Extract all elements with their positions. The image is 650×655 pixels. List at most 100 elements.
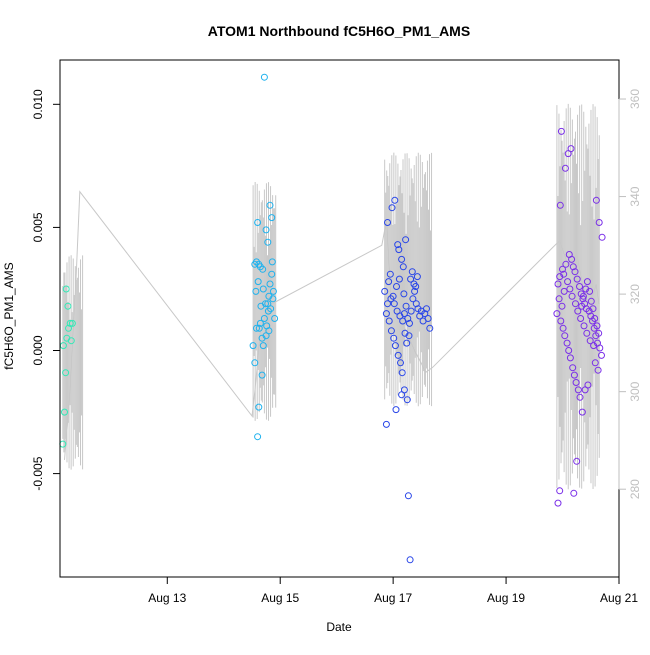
data-point: [382, 310, 390, 318]
data-point: [385, 317, 393, 325]
data-point: [252, 287, 260, 295]
data-point: [591, 315, 599, 322]
data-point: [61, 408, 68, 416]
data-point: [573, 457, 581, 465]
data-point: [271, 315, 279, 322]
data-point: [397, 359, 404, 367]
data-point: [423, 305, 430, 313]
data-point: [259, 265, 267, 273]
y2-tick-label: 340: [628, 186, 642, 206]
data-point: [586, 287, 594, 295]
data-point: [412, 283, 420, 290]
data-point: [574, 386, 582, 394]
x-tick-label: Aug 19: [487, 591, 525, 605]
data-point: [398, 255, 406, 263]
data-point: [579, 295, 587, 303]
data-point: [400, 386, 408, 394]
y-axis: -0.005 0.000 0.005 0.010: [31, 89, 61, 491]
data-point: [382, 420, 390, 428]
data-point: [586, 337, 594, 345]
data-point: [598, 351, 605, 359]
data-point: [268, 270, 276, 278]
data-point: [394, 241, 402, 249]
data-point: [577, 315, 585, 322]
chart-title: ATOM1 Northbound fC5H6O_PM1_AMS: [208, 23, 470, 39]
data-point: [386, 270, 394, 278]
data-point: [568, 292, 576, 300]
data-point: [556, 201, 564, 209]
data-point: [259, 342, 267, 350]
data-point: [266, 201, 274, 209]
data-point: [62, 369, 70, 377]
data-point: [421, 310, 429, 318]
data-point: [394, 351, 402, 359]
data-point: [259, 285, 267, 293]
data-point: [557, 317, 565, 325]
x-axis: Aug 13 Aug 15 Aug 17 Aug 19 Aug 21: [148, 576, 638, 605]
data-point: [554, 280, 562, 288]
data-point: [407, 307, 415, 315]
data-point: [385, 278, 393, 286]
data-point: [574, 307, 582, 315]
y-axis-label: fC5H6O_PM1_AMS: [2, 262, 16, 369]
data-point: [256, 319, 264, 327]
data-point: [253, 258, 260, 266]
data-point: [572, 379, 580, 386]
data-point: [260, 315, 268, 322]
data-point: [395, 275, 403, 283]
data-point: [393, 283, 400, 290]
data-point: [258, 334, 266, 342]
data-point: [391, 196, 399, 204]
data-point: [595, 329, 603, 337]
data-point: [596, 344, 604, 352]
data-point: [403, 396, 411, 404]
data-point: [411, 287, 419, 295]
data-point: [402, 236, 410, 244]
data-point: [253, 324, 260, 332]
data-point: [268, 258, 276, 266]
data-point: [67, 337, 75, 345]
data-point: [66, 319, 74, 327]
data-point: [576, 393, 584, 401]
data-point: [403, 339, 411, 347]
data-point: [254, 433, 262, 441]
y-tick-label: 0.005: [31, 212, 45, 242]
y-tick-label: 0.010: [31, 89, 45, 119]
data-point: [578, 302, 586, 310]
data-point: [390, 300, 398, 308]
data-point: [405, 332, 413, 340]
data-point: [564, 278, 572, 286]
x-tick-label: Aug 15: [261, 591, 299, 605]
data-point: [584, 381, 592, 389]
data-point: [426, 324, 434, 332]
data-point: [388, 204, 396, 212]
data-point: [598, 233, 606, 241]
data-point: [591, 359, 599, 367]
data-point: [562, 260, 570, 268]
data-point: [569, 364, 577, 372]
data-point-layer: [59, 73, 606, 564]
data-point: [567, 145, 575, 153]
data-point: [587, 297, 595, 305]
y-tick-label: 0.000: [31, 335, 45, 365]
data-point: [255, 403, 263, 411]
data-point: [407, 275, 415, 283]
data-point: [254, 219, 262, 226]
x-tick-label: Aug 13: [148, 591, 186, 605]
data-point: [262, 226, 270, 234]
data-point: [409, 295, 417, 303]
data-point: [571, 268, 579, 276]
data-point: [590, 342, 598, 350]
data-point: [413, 273, 421, 281]
data-point: [406, 319, 413, 327]
data-point: [265, 327, 273, 335]
data-point: [260, 73, 268, 81]
data-point: [566, 354, 574, 362]
data-point: [268, 214, 276, 222]
data-point: [576, 283, 583, 290]
data-point: [266, 280, 274, 288]
data-point: [559, 324, 567, 332]
data-point: [402, 302, 410, 310]
